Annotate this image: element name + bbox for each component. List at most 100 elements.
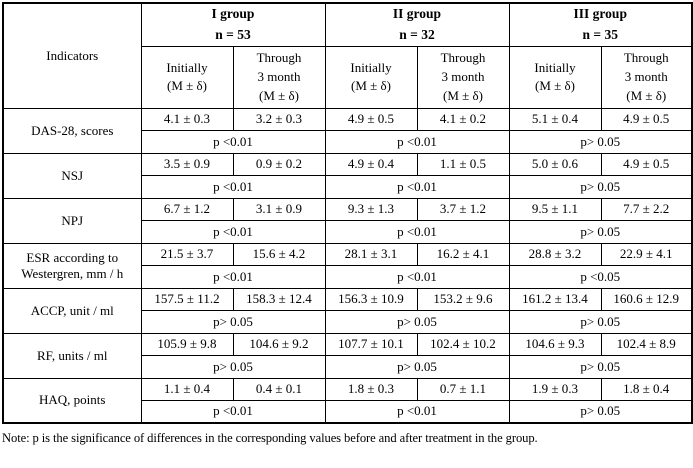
- p-value-row: p <0.01 p <0.01 p> 0.05: [3, 129, 693, 154]
- through-label: Through: [256, 50, 302, 66]
- through-months-label: 3 month: [441, 68, 485, 84]
- p-value-cell: p> 0.05: [508, 219, 693, 244]
- value-cell: 102.4 ± 10.2: [416, 332, 510, 356]
- table-note: Note: p is the significance of differenc…: [2, 431, 538, 446]
- value-cell: 7.7 ± 2.2: [600, 197, 693, 221]
- group1-initially-header: Initially (M ± δ): [140, 45, 234, 109]
- value-cell: 102.4 ± 8.9: [600, 332, 693, 356]
- p-value-cell: p> 0.05: [508, 399, 693, 424]
- value-cell: 3.7 ± 1.2: [416, 197, 510, 221]
- value-cell: 9.3 ± 1.3: [324, 197, 418, 221]
- initially-label: Initially: [534, 59, 576, 75]
- group3-initially-header: Initially (M ± δ): [508, 45, 602, 109]
- initially-label: Initially: [166, 59, 208, 75]
- value-cell: 105.9 ± 9.8: [140, 332, 234, 356]
- value-cell: 1.1 ± 0.5: [416, 152, 510, 176]
- through-months-label: 3 month: [624, 68, 668, 84]
- value-cell: 4.9 ± 0.5: [600, 152, 693, 176]
- through-label: Through: [623, 50, 669, 66]
- group3-header-cell: III group n = 35: [508, 2, 693, 47]
- table-row: HAQ, points 1.1 ± 0.4 0.4 ± 0.1 1.8 ± 0.…: [2, 377, 693, 424]
- value-cell: 1.9 ± 0.3: [508, 377, 602, 401]
- p-value-cell: p> 0.05: [508, 174, 693, 199]
- p-value-row: p <0.01 p <0.01 p> 0.05: [3, 399, 693, 424]
- value-cell: 21.5 ± 3.7: [140, 242, 234, 266]
- value-cell: 4.1 ± 0.2: [416, 107, 510, 131]
- value-cell: 16.2 ± 4.1: [416, 242, 510, 266]
- value-cell: 1.8 ± 0.3: [324, 377, 418, 401]
- p-value-cell: p> 0.05: [140, 309, 326, 334]
- value-cell: 156.3 ± 10.9: [324, 287, 418, 311]
- group2-header-cell: II group n = 32: [324, 2, 510, 47]
- p-value-cell: p <0.01: [324, 129, 510, 154]
- group3-name: III group: [573, 6, 627, 21]
- indicators-header-cell: Indicators: [2, 2, 142, 109]
- value-cell: 28.1 ± 3.1: [324, 242, 418, 266]
- table-row: NPJ 6.7 ± 1.2 3.1 ± 0.9 9.3 ± 1.3 3.7 ± …: [2, 197, 693, 244]
- value-cell: 4.9 ± 0.5: [324, 107, 418, 131]
- value-cell: 22.9 ± 4.1: [600, 242, 693, 266]
- group3-through-header: Through 3 month (M ± δ): [600, 45, 693, 109]
- p-value-cell: p <0.01: [140, 219, 326, 244]
- value-cell: 104.6 ± 9.3: [508, 332, 602, 356]
- p-value-row: p <0.01 p <0.01 p> 0.05: [3, 219, 693, 244]
- group3-n: n = 35: [582, 26, 618, 42]
- value-cell: 158.3 ± 12.4: [232, 287, 326, 311]
- group1-n: n = 53: [215, 26, 251, 42]
- value-cell: 15.6 ± 4.2: [232, 242, 326, 266]
- p-value-cell: p <0.01: [140, 129, 326, 154]
- p-value-cell: p> 0.05: [324, 354, 510, 379]
- value-cell: 4.9 ± 0.4: [324, 152, 418, 176]
- p-value-cell: p <0.01: [140, 399, 326, 424]
- m-delta-label: (M ± δ): [535, 78, 575, 94]
- table-row: ACCP, unit / ml 157.5 ± 11.2 158.3 ± 12.…: [2, 287, 693, 334]
- value-cell: 3.2 ± 0.3: [232, 107, 326, 131]
- value-cell: 4.9 ± 0.5: [600, 107, 693, 131]
- value-cell: 5.1 ± 0.4: [508, 107, 602, 131]
- group1-name: I group: [211, 6, 255, 21]
- value-cell: 9.5 ± 1.1: [508, 197, 602, 221]
- m-delta-label: (M ± δ): [167, 78, 207, 94]
- table-row: ESR according to Westergren, mm / h 21.5…: [2, 242, 693, 289]
- m-delta-label: (M ± δ): [443, 87, 483, 103]
- p-value-cell: p <0.01: [324, 174, 510, 199]
- value-cell: 161.2 ± 13.4: [508, 287, 602, 311]
- value-cell: 0.4 ± 0.1: [232, 377, 326, 401]
- p-value-cell: p <0.01: [324, 219, 510, 244]
- p-value-cell: p> 0.05: [508, 129, 693, 154]
- p-value-row: p <0.01 p <0.01 p> 0.05: [3, 174, 693, 199]
- m-delta-label: (M ± δ): [351, 78, 391, 94]
- value-cell: 1.1 ± 0.4: [140, 377, 234, 401]
- p-value-cell: p> 0.05: [140, 354, 326, 379]
- p-value-cell: p> 0.05: [508, 354, 693, 379]
- group1-through-header: Through 3 month (M ± δ): [232, 45, 326, 109]
- value-cell: 0.7 ± 1.1: [416, 377, 510, 401]
- indicator-cell: NSJ: [2, 152, 142, 199]
- value-cell: 1.8 ± 0.4: [600, 377, 693, 401]
- value-cell: 160.6 ± 12.9: [600, 287, 693, 311]
- indicator-cell: ACCP, unit / ml: [2, 287, 142, 334]
- table-row: NSJ 3.5 ± 0.9 0.9 ± 0.2 4.9 ± 0.4 1.1 ± …: [2, 152, 693, 199]
- value-cell: 3.5 ± 0.9: [140, 152, 234, 176]
- value-cell: 0.9 ± 0.2: [232, 152, 326, 176]
- p-value-cell: p <0.01: [140, 264, 326, 289]
- p-value-cell: p <0.01: [324, 399, 510, 424]
- table-row: RF, units / ml 105.9 ± 9.8 104.6 ± 9.2 1…: [2, 332, 693, 379]
- value-cell: 157.5 ± 11.2: [140, 287, 234, 311]
- m-delta-label: (M ± δ): [626, 87, 667, 103]
- p-value-row: p> 0.05 p> 0.05 p> 0.05: [3, 309, 693, 334]
- through-label: Through: [440, 50, 486, 66]
- group2-through-header: Through 3 month (M ± δ): [416, 45, 510, 109]
- through-months-label: 3 month: [257, 68, 301, 84]
- value-cell: 5.0 ± 0.6: [508, 152, 602, 176]
- group1-header-cell: I group n = 53: [140, 2, 326, 47]
- p-value-cell: p> 0.05: [324, 309, 510, 334]
- value-cell: 28.8 ± 3.2: [508, 242, 602, 266]
- value-cell: 4.1 ± 0.3: [140, 107, 234, 131]
- results-table: Indicators I group n = 53 II group n = 3…: [2, 2, 693, 425]
- initially-label: Initially: [350, 59, 392, 75]
- p-value-cell: p <0.01: [140, 174, 326, 199]
- p-value-cell: p <0.05: [508, 264, 693, 289]
- m-delta-label: (M ± δ): [259, 87, 299, 103]
